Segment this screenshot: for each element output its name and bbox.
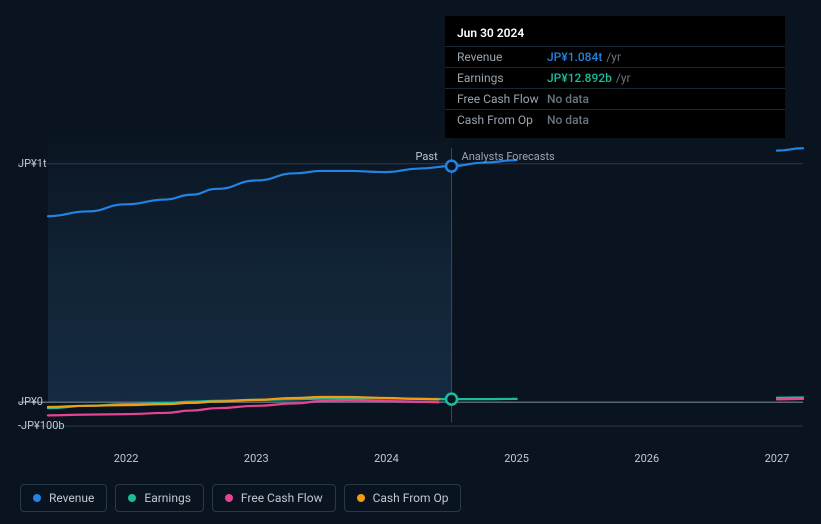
tooltip-row: EarningsJP¥12.892b/yr (445, 67, 785, 88)
tooltip-metric-value: JP¥1.084t (547, 50, 602, 64)
tooltip-metric-unit: /yr (606, 50, 621, 64)
legend-dot-icon (225, 494, 233, 502)
x-axis-tick-label: 2024 (374, 452, 399, 465)
chart-tooltip: Jun 30 2024 RevenueJP¥1.084t/yrEarningsJ… (445, 16, 785, 138)
tooltip-metric-unit: /yr (616, 71, 631, 85)
legend-item-cash-from-op[interactable]: Cash From Op (344, 484, 462, 512)
tooltip-metric-label: Free Cash Flow (457, 92, 547, 106)
x-axis-tick-label: 2022 (114, 452, 139, 465)
tooltip-row: Cash From OpNo data (445, 109, 785, 130)
y-axis-tick-label: JP¥1t (18, 157, 47, 170)
tooltip-metric-value: No data (547, 92, 589, 106)
past-label: Past (416, 150, 438, 163)
legend-label: Earnings (144, 491, 191, 505)
legend-dot-icon (33, 494, 41, 502)
legend-label: Cash From Op (373, 491, 449, 505)
tooltip-metric-value: JP¥12.892b (547, 71, 612, 85)
y-axis-tick-label: -JP¥100b (18, 419, 65, 432)
legend-dot-icon (357, 494, 365, 502)
tooltip-row: Free Cash FlowNo data (445, 88, 785, 109)
legend-label: Free Cash Flow (241, 491, 323, 505)
legend-item-earnings[interactable]: Earnings (115, 484, 204, 512)
legend-item-free-cash-flow[interactable]: Free Cash Flow (212, 484, 336, 512)
tooltip-metric-label: Revenue (457, 50, 547, 64)
legend-item-revenue[interactable]: Revenue (20, 484, 107, 512)
x-axis-tick-label: 2025 (504, 452, 529, 465)
x-axis-tick-label: 2026 (634, 452, 659, 465)
chart-legend: Revenue Earnings Free Cash Flow Cash From O… (20, 484, 461, 512)
tooltip-metric-value: No data (547, 113, 589, 127)
legend-label: Revenue (49, 491, 94, 505)
financial-chart: Jun 30 2024 RevenueJP¥1.084t/yrEarningsJ… (0, 0, 821, 524)
forecast-label: Analysts Forecasts (462, 150, 555, 163)
tooltip-metric-label: Earnings (457, 71, 547, 85)
tooltip-date: Jun 30 2024 (445, 24, 785, 46)
legend-dot-icon (128, 494, 136, 502)
tooltip-row: RevenueJP¥1.084t/yr (445, 46, 785, 67)
x-axis-tick-label: 2023 (244, 452, 269, 465)
y-axis-tick-label: JP¥0 (18, 395, 43, 408)
x-axis-tick-label: 2027 (765, 452, 790, 465)
tooltip-metric-label: Cash From Op (457, 113, 547, 127)
